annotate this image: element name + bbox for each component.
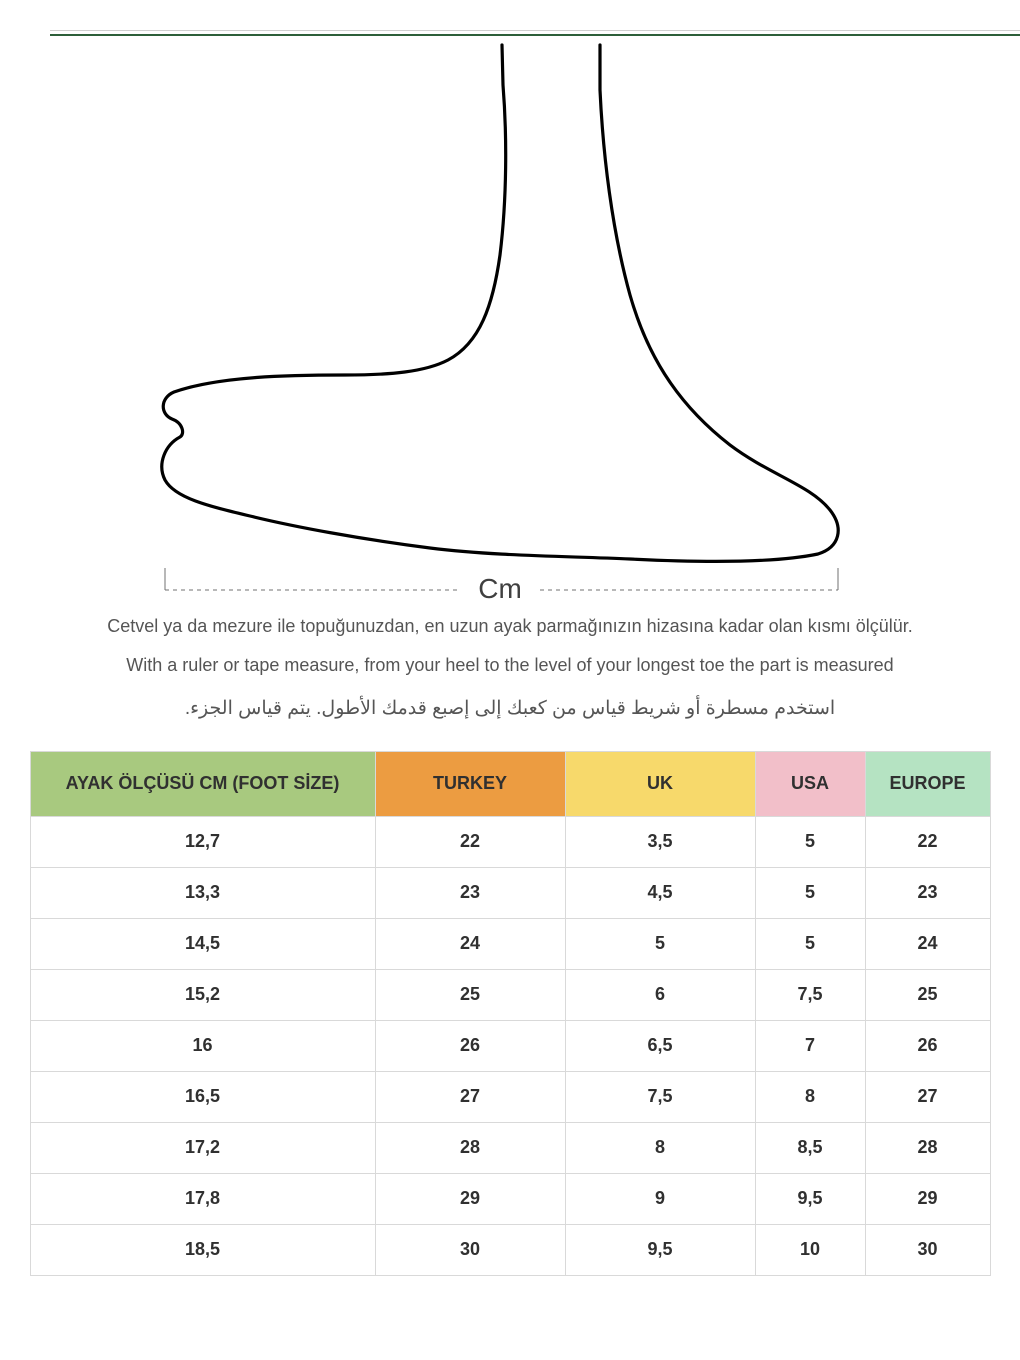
cell-foot-cm: 15,2 xyxy=(30,969,375,1020)
table-row: 15,2 25 6 7,5 25 xyxy=(30,969,990,1020)
cell-europe: 23 xyxy=(865,867,990,918)
cell-uk: 6,5 xyxy=(565,1020,755,1071)
cell-usa: 5 xyxy=(755,867,865,918)
table-row: 14,5 24 5 5 24 xyxy=(30,918,990,969)
cell-uk: 3,5 xyxy=(565,816,755,867)
cell-europe: 29 xyxy=(865,1173,990,1224)
size-conversion-table: AYAK ÖLÇÜSÜ CM (FOOT SİZE) TURKEY UK USA… xyxy=(30,751,991,1276)
table-body: 12,7 22 3,5 5 22 13,3 23 4,5 5 23 14,5 2… xyxy=(30,816,990,1275)
cell-usa: 9,5 xyxy=(755,1173,865,1224)
cell-turkey: 23 xyxy=(375,867,565,918)
cell-europe: 27 xyxy=(865,1071,990,1122)
cell-usa: 8 xyxy=(755,1071,865,1122)
cell-foot-cm: 14,5 xyxy=(30,918,375,969)
measure-label: Cm xyxy=(478,573,522,600)
cell-foot-cm: 16,5 xyxy=(30,1071,375,1122)
cell-usa: 8,5 xyxy=(755,1122,865,1173)
table-row: 16,5 27 7,5 8 27 xyxy=(30,1071,990,1122)
cell-foot-cm: 13,3 xyxy=(30,867,375,918)
instruction-turkish: Cetvel ya da mezure ile topuğunuzdan, en… xyxy=(90,614,930,639)
table-header-row: AYAK ÖLÇÜSÜ CM (FOOT SİZE) TURKEY UK USA… xyxy=(30,751,990,816)
col-header-uk: UK xyxy=(565,751,755,816)
cell-foot-cm: 18,5 xyxy=(30,1224,375,1275)
cell-usa: 7,5 xyxy=(755,969,865,1020)
cell-turkey: 30 xyxy=(375,1224,565,1275)
cell-turkey: 22 xyxy=(375,816,565,867)
cell-usa: 10 xyxy=(755,1224,865,1275)
instructions-block: Cetvel ya da mezure ile topuğunuzdan, en… xyxy=(90,614,930,723)
cell-turkey: 29 xyxy=(375,1173,565,1224)
cell-uk: 5 xyxy=(565,918,755,969)
cell-turkey: 27 xyxy=(375,1071,565,1122)
table-row: 18,5 30 9,5 10 30 xyxy=(30,1224,990,1275)
instruction-arabic: استخدم مسطرة أو شريط قياس من كعبك إلى إص… xyxy=(90,696,930,723)
cell-uk: 4,5 xyxy=(565,867,755,918)
cell-europe: 30 xyxy=(865,1224,990,1275)
cell-uk: 6 xyxy=(565,969,755,1020)
cell-uk: 9,5 xyxy=(565,1224,755,1275)
cell-turkey: 28 xyxy=(375,1122,565,1173)
size-chart-page: Cm Cetvel ya da mezure ile topuğunuzdan,… xyxy=(0,0,1020,1360)
cell-europe: 28 xyxy=(865,1122,990,1173)
cell-europe: 24 xyxy=(865,918,990,969)
table-row: 17,2 28 8 8,5 28 xyxy=(30,1122,990,1173)
col-header-europe: EUROPE xyxy=(865,751,990,816)
table-row: 13,3 23 4,5 5 23 xyxy=(30,867,990,918)
cell-foot-cm: 12,7 xyxy=(30,816,375,867)
instruction-english: With a ruler or tape measure, from your … xyxy=(90,653,930,678)
cell-foot-cm: 16 xyxy=(30,1020,375,1071)
foot-outline-figure: Cm xyxy=(130,40,890,600)
col-header-usa: USA xyxy=(755,751,865,816)
cell-europe: 25 xyxy=(865,969,990,1020)
foot-outline-path xyxy=(162,45,838,561)
cell-europe: 22 xyxy=(865,816,990,867)
cell-uk: 7,5 xyxy=(565,1071,755,1122)
table-row: 16 26 6,5 7 26 xyxy=(30,1020,990,1071)
cell-turkey: 26 xyxy=(375,1020,565,1071)
col-header-turkey: TURKEY xyxy=(375,751,565,816)
cell-usa: 5 xyxy=(755,918,865,969)
cell-uk: 8 xyxy=(565,1122,755,1173)
cell-foot-cm: 17,2 xyxy=(30,1122,375,1173)
cell-usa: 5 xyxy=(755,816,865,867)
cell-usa: 7 xyxy=(755,1020,865,1071)
cell-uk: 9 xyxy=(565,1173,755,1224)
top-divider-green xyxy=(50,34,1020,36)
table-row: 12,7 22 3,5 5 22 xyxy=(30,816,990,867)
cell-turkey: 24 xyxy=(375,918,565,969)
top-divider-grey xyxy=(50,30,1020,31)
cell-europe: 26 xyxy=(865,1020,990,1071)
cell-turkey: 25 xyxy=(375,969,565,1020)
table-row: 17,8 29 9 9,5 29 xyxy=(30,1173,990,1224)
cell-foot-cm: 17,8 xyxy=(30,1173,375,1224)
col-header-foot-size: AYAK ÖLÇÜSÜ CM (FOOT SİZE) xyxy=(30,751,375,816)
